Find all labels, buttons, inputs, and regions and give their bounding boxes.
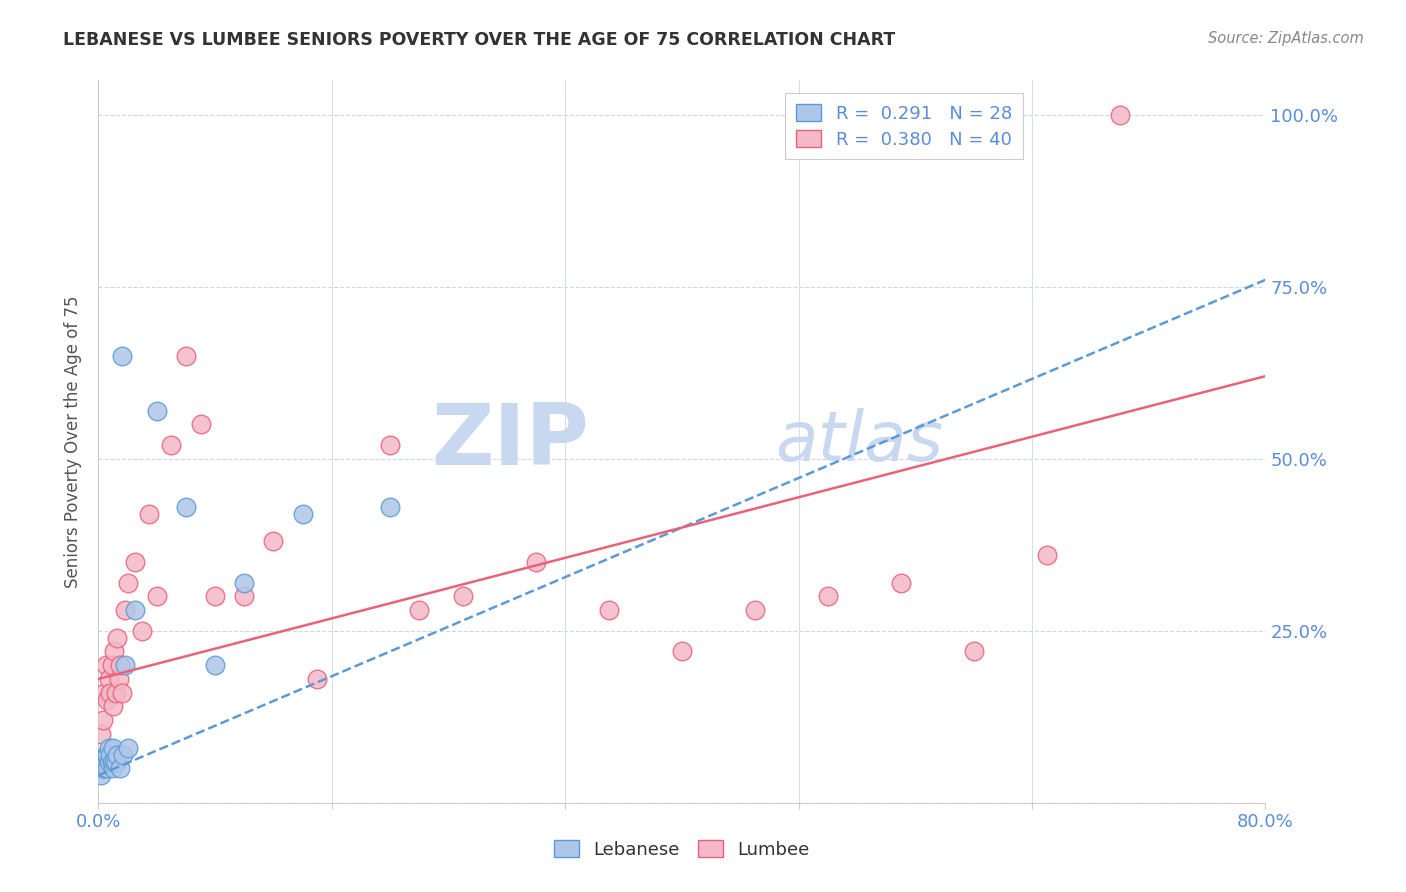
- Point: [124, 603, 146, 617]
- Point: [890, 575, 912, 590]
- Point: [98, 686, 121, 700]
- Point: [105, 631, 128, 645]
- Point: [94, 658, 117, 673]
- Point: [93, 761, 115, 775]
- Point: [103, 755, 125, 769]
- Point: [91, 761, 114, 775]
- Point: [146, 590, 169, 604]
- Point: [307, 672, 329, 686]
- Point: [131, 624, 153, 638]
- Point: [671, 644, 693, 658]
- Point: [138, 507, 160, 521]
- Point: [98, 747, 121, 762]
- Point: [117, 740, 139, 755]
- Point: [204, 658, 226, 673]
- Point: [408, 603, 430, 617]
- Point: [93, 686, 115, 700]
- Point: [100, 658, 122, 673]
- Point: [233, 575, 256, 590]
- Point: [94, 747, 117, 762]
- Text: ZIP: ZIP: [430, 400, 589, 483]
- Point: [94, 755, 117, 769]
- Point: [380, 500, 402, 514]
- Point: [598, 603, 620, 617]
- Text: atlas: atlas: [775, 408, 943, 475]
- Y-axis label: Seniors Poverty Over the Age of 75: Seniors Poverty Over the Age of 75: [65, 295, 83, 588]
- Point: [111, 349, 134, 363]
- Point: [124, 555, 146, 569]
- Point: [103, 644, 125, 658]
- Point: [97, 740, 120, 755]
- Point: [101, 699, 124, 714]
- Point: [111, 686, 134, 700]
- Point: [451, 590, 474, 604]
- Point: [117, 575, 139, 590]
- Point: [146, 403, 169, 417]
- Point: [91, 713, 114, 727]
- Point: [96, 747, 118, 762]
- Point: [101, 740, 124, 755]
- Point: [291, 507, 314, 521]
- Point: [204, 590, 226, 604]
- Point: [112, 747, 135, 762]
- Point: [110, 761, 132, 775]
- Point: [108, 672, 131, 686]
- Point: [104, 686, 127, 700]
- Point: [1035, 548, 1057, 562]
- Point: [744, 603, 766, 617]
- Point: [110, 658, 132, 673]
- Point: [817, 590, 839, 604]
- Point: [160, 438, 183, 452]
- Point: [104, 755, 127, 769]
- Point: [380, 438, 402, 452]
- Point: [174, 500, 197, 514]
- Point: [96, 692, 118, 706]
- Point: [1108, 108, 1130, 122]
- Legend: Lebanese, Lumbee: Lebanese, Lumbee: [547, 833, 817, 866]
- Point: [105, 747, 128, 762]
- Text: LEBANESE VS LUMBEE SENIORS POVERTY OVER THE AGE OF 75 CORRELATION CHART: LEBANESE VS LUMBEE SENIORS POVERTY OVER …: [63, 31, 896, 49]
- Point: [524, 555, 547, 569]
- Point: [114, 658, 136, 673]
- Point: [190, 417, 212, 432]
- Point: [174, 349, 197, 363]
- Point: [100, 755, 122, 769]
- Text: Source: ZipAtlas.com: Source: ZipAtlas.com: [1208, 31, 1364, 46]
- Point: [101, 761, 124, 775]
- Point: [262, 534, 284, 549]
- Point: [233, 590, 256, 604]
- Point: [114, 603, 136, 617]
- Point: [90, 768, 112, 782]
- Point: [90, 727, 112, 741]
- Point: [97, 755, 120, 769]
- Point: [962, 644, 984, 658]
- Point: [97, 672, 120, 686]
- Point: [96, 761, 118, 775]
